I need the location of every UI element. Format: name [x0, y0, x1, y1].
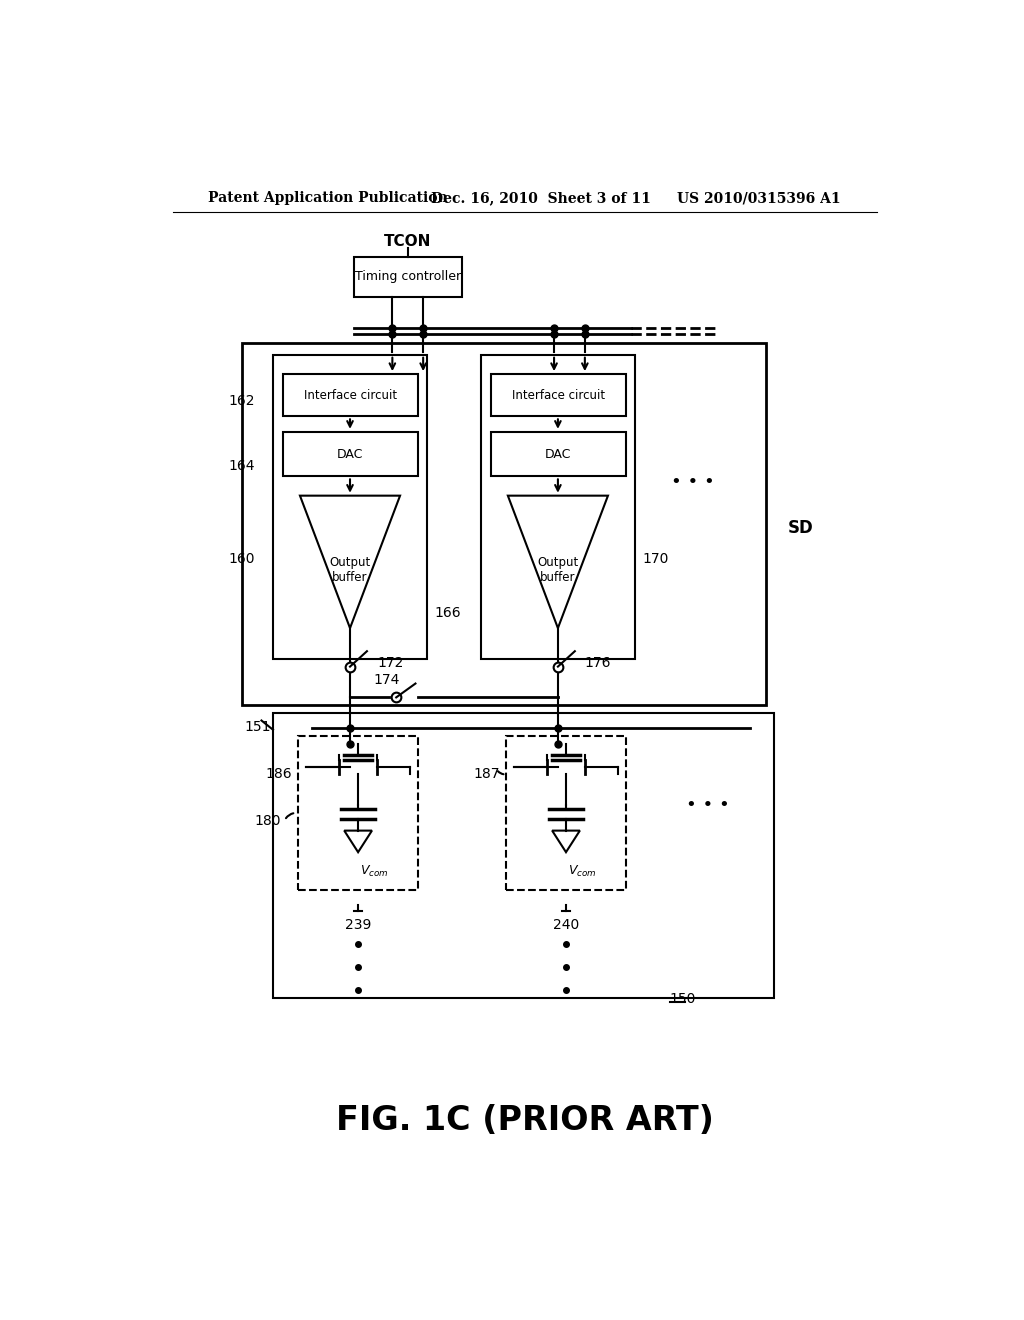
Text: • • •: • • • [686, 796, 730, 814]
Bar [273, 355, 427, 659]
Text: Output
buffer: Output buffer [538, 556, 579, 583]
Text: Patent Application Publication: Patent Application Publication [208, 191, 447, 206]
Text: 160: 160 [228, 552, 255, 566]
Bar [243, 343, 766, 705]
Text: US 2010/0315396 A1: US 2010/0315396 A1 [677, 191, 841, 206]
Text: 162: 162 [228, 393, 255, 408]
Text: 151: 151 [245, 719, 271, 734]
Bar [506, 737, 626, 890]
Text: 186: 186 [265, 767, 292, 781]
Text: Timing controller: Timing controller [354, 271, 461, 284]
Text: 240: 240 [553, 917, 580, 932]
Text: 176: 176 [585, 656, 611, 669]
Text: Interface circuit: Interface circuit [512, 388, 605, 401]
Text: 180: 180 [254, 813, 281, 828]
Text: DAC: DAC [337, 447, 364, 461]
Bar [490, 432, 626, 477]
Text: 166: 166 [435, 606, 462, 619]
Text: Interface circuit: Interface circuit [304, 388, 397, 401]
Text: TCON: TCON [384, 234, 431, 249]
Text: $V_{com}$: $V_{com}$ [359, 863, 388, 879]
Text: $V_{com}$: $V_{com}$ [567, 863, 596, 879]
Text: Dec. 16, 2010  Sheet 3 of 11: Dec. 16, 2010 Sheet 3 of 11 [431, 191, 650, 206]
Bar [283, 374, 418, 416]
Bar [273, 713, 773, 998]
Bar [490, 374, 626, 416]
Text: SD: SD [787, 519, 813, 537]
Text: Output
buffer: Output buffer [330, 556, 371, 583]
Text: • • •: • • • [671, 473, 715, 491]
Bar [354, 257, 462, 297]
Text: 164: 164 [228, 459, 255, 474]
Text: DAC: DAC [545, 447, 571, 461]
Text: 172: 172 [377, 656, 403, 669]
Text: 150: 150 [670, 991, 696, 1006]
Text: 187: 187 [474, 767, 500, 781]
Text: 174: 174 [373, 673, 399, 688]
Text: 170: 170 [643, 552, 669, 566]
Bar [298, 737, 418, 890]
Bar [481, 355, 635, 659]
Bar [283, 432, 418, 477]
Text: 239: 239 [345, 917, 372, 932]
Text: FIG. 1C (PRIOR ART): FIG. 1C (PRIOR ART) [336, 1105, 714, 1138]
